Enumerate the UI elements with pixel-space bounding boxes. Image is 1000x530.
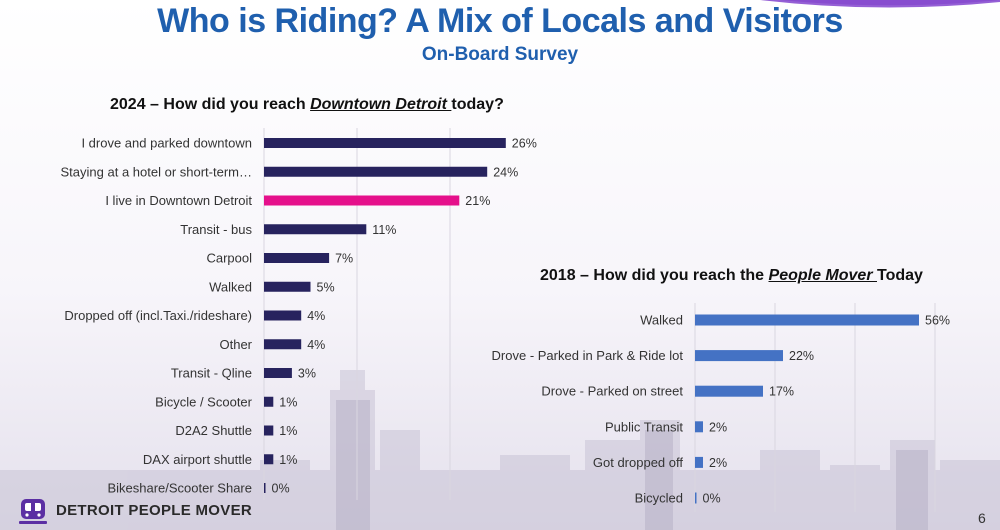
chart-2018-category-label: Drove - Parked in Park & Ride lot	[492, 348, 684, 363]
chart-2024-category-label: Walked	[209, 279, 252, 294]
chart-2018-bar	[695, 385, 763, 397]
chart-2018-bar	[695, 456, 703, 468]
chart-2024-title-suffix: today?	[451, 96, 504, 113]
chart-2018-category-label: Drove - Parked on street	[541, 384, 683, 399]
chart-2024-category-label: D2A2 Shuttle	[175, 423, 252, 438]
chart-2024-category-label: I drove and parked downtown	[81, 136, 252, 151]
chart-2024-value-label: 1%	[279, 453, 297, 467]
chart-2024-value-label: 21%	[465, 194, 490, 208]
chart-2018-title-emphasis: People Mover	[768, 267, 877, 284]
chart-2018-bar	[695, 350, 783, 362]
chart-2024-category-label: Bikeshare/Scooter Share	[107, 481, 252, 496]
page-subtitle: On-Board Survey	[421, 44, 579, 65]
chart-2018-value-label: 2%	[709, 456, 727, 470]
chart-2024-category-label: Other	[219, 337, 252, 352]
chart-2018-bar	[695, 421, 703, 433]
chart-2024-value-label: 4%	[307, 309, 325, 323]
chart-2024-bar	[264, 425, 274, 436]
chart-2024-value-label: 26%	[512, 137, 537, 151]
chart-2024-value-label: 1%	[279, 424, 297, 438]
chart-2024-category-label: Transit - Qline	[171, 366, 252, 381]
chart-2018-bar	[695, 314, 919, 326]
chart-2024-title-emphasis: Downtown Detroit	[310, 96, 452, 113]
chart-2024-category-label: Transit - bus	[180, 222, 252, 237]
page-number: 6	[978, 510, 986, 526]
chart-2018-title: 2018 – How did you reach the People Move…	[540, 267, 923, 285]
chart-2018-category-label: Got dropped off	[593, 455, 683, 470]
chart-2024-category-label: DAX airport shuttle	[143, 452, 252, 467]
chart-2024-value-label: 7%	[335, 252, 353, 266]
brand-name: DETROIT PEOPLE MOVER	[56, 502, 253, 519]
chart-2024-value-label: 5%	[317, 280, 335, 294]
chart-2024-bar	[264, 253, 330, 263]
chart-2018-category-label: Public Transit	[605, 419, 683, 434]
chart-2024-category-label: Bicycle / Scooter	[155, 394, 252, 409]
chart-2024-category-label: I live in Downtown Detroit	[105, 193, 252, 208]
chart-2024-value-label: 1%	[279, 395, 297, 409]
chart-2024-category-label: Carpool	[206, 251, 252, 266]
chart-2024-bar	[264, 368, 292, 378]
chart-2018-value-label: 22%	[789, 349, 814, 363]
people-mover-train-icon	[19, 499, 47, 524]
chart-2024-bar	[264, 396, 274, 407]
chart-2018-bar	[695, 492, 697, 504]
chart-2018-value-label: 0%	[703, 492, 721, 506]
chart-2024-title-prefix: 2024 – How did you reach	[110, 96, 311, 113]
chart-2024-value-label: 11%	[372, 223, 396, 237]
chart-2024-category-label: Staying at a hotel or short-term…	[61, 164, 252, 179]
chart-2018-category-label: Walked	[640, 313, 683, 328]
chart-2024-bar	[264, 310, 302, 321]
chart-2024-value-label: 0%	[272, 482, 290, 496]
chart-2024-bar	[264, 138, 506, 148]
chart-2024-value-label: 3%	[298, 367, 316, 381]
chart-2024-value-label: 4%	[307, 338, 325, 352]
chart-2024-bar	[264, 483, 266, 493]
chart-2024-bar	[264, 339, 302, 350]
chart-2018-category-label: Bicycled	[635, 491, 683, 506]
chart-2018-title-prefix: 2018 – How did you reach the	[540, 267, 769, 284]
chart-2024-bar	[264, 166, 488, 177]
chart-2018-value-label: 2%	[709, 420, 727, 434]
chart-2024-bar	[264, 281, 311, 292]
chart-2024-bar	[264, 454, 274, 465]
chart-2024-bar	[264, 224, 367, 235]
chart-2024-category-label: Dropped off (incl.Taxi./rideshare)	[64, 308, 252, 323]
chart-2018-value-label: 56%	[925, 314, 950, 328]
chart-2024-value-label: 24%	[493, 165, 518, 179]
page-title: Who is Riding? A Mix of Locals and Visit…	[157, 2, 843, 40]
chart-2024-title: 2024 – How did you reach Downtown Detroi…	[110, 96, 504, 114]
chart-2024-bar	[264, 195, 460, 206]
chart-2018-value-label: 17%	[769, 385, 794, 399]
chart-2018-title-suffix: Today	[877, 267, 923, 284]
